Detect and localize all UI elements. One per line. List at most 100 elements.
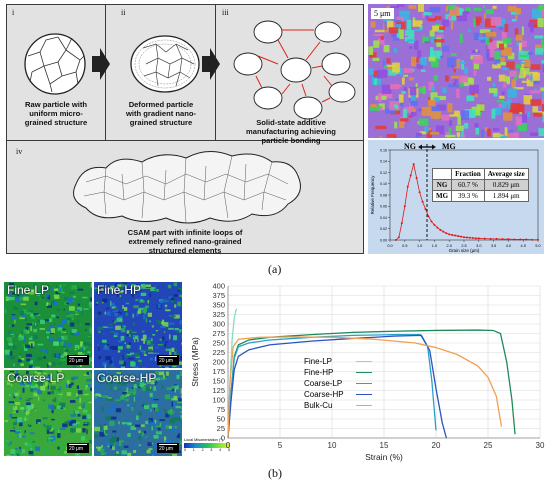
texture-speck <box>137 285 143 287</box>
texture-speck <box>56 316 59 319</box>
panel-a-label: (a) <box>268 262 282 276</box>
texture-speck <box>55 289 60 295</box>
grain <box>489 48 495 58</box>
texture-speck <box>132 313 135 318</box>
texture-speck <box>22 344 25 346</box>
texture-speck <box>50 328 55 334</box>
texture-speck <box>169 314 171 317</box>
texture-speck <box>42 372 48 375</box>
texture-speck <box>26 380 32 385</box>
grain <box>424 41 431 44</box>
grain <box>382 60 385 67</box>
grain-size-plot: 0.0 0.5 1.0 1.5 2.0 2.5 3.0 3.5 4.0 4.5 5.0 0.00 0.0… <box>370 144 541 253</box>
texture-speck <box>143 430 147 434</box>
texture-speck <box>153 352 159 355</box>
texture-speck <box>57 324 63 328</box>
texture-speck <box>62 284 66 286</box>
texture-speck <box>170 315 176 318</box>
texture-speck <box>64 421 69 424</box>
texture-speck <box>120 328 126 333</box>
texture-speck <box>81 405 85 409</box>
texture-speck <box>12 363 15 366</box>
texture-speck <box>12 424 16 427</box>
texture-speck <box>5 440 10 445</box>
texture-speck <box>146 348 153 352</box>
texture-speck <box>82 296 88 299</box>
texture-speck <box>104 429 106 434</box>
texture-speck <box>23 336 26 342</box>
texture-speck <box>179 294 182 298</box>
texture-speck <box>154 419 157 424</box>
texture-speck <box>25 326 29 330</box>
texture-speck <box>178 398 182 402</box>
grain <box>529 90 541 94</box>
texture-speck <box>139 362 142 366</box>
grain <box>410 100 418 106</box>
texture-speck <box>73 410 75 414</box>
texture-speck <box>51 380 56 385</box>
grain <box>469 84 480 94</box>
texture-speck <box>57 370 62 373</box>
grain <box>449 120 453 126</box>
grain <box>427 18 437 22</box>
texture-speck <box>160 377 165 381</box>
texture-speck <box>87 335 92 338</box>
x-tick-label: 3.5 <box>491 244 496 248</box>
texture-speck <box>125 302 130 305</box>
grain <box>460 60 465 70</box>
grain <box>429 30 435 37</box>
grain <box>532 72 540 81</box>
texture-speck <box>147 442 152 446</box>
texture-speck <box>157 427 161 431</box>
grain <box>386 58 391 64</box>
misorientation-texture <box>4 370 92 456</box>
texture-speck <box>18 355 21 358</box>
texture-speck <box>126 332 129 337</box>
texture-speck <box>32 440 36 443</box>
y-tick-label: 275 <box>212 329 225 338</box>
grain <box>440 55 444 59</box>
texture-speck <box>147 409 149 413</box>
grain <box>540 87 544 92</box>
grain <box>542 65 544 72</box>
texture-speck <box>77 307 82 312</box>
texture-speck <box>138 436 142 441</box>
grain <box>498 74 506 82</box>
grain <box>373 40 380 48</box>
grain <box>386 134 396 138</box>
texture-speck <box>69 291 75 294</box>
texture-speck <box>110 374 116 377</box>
texture-speck <box>74 344 80 349</box>
ebsd-tile-fine-hp: Fine-HP 20 μm <box>94 282 182 368</box>
deformed-particle-icon <box>130 35 200 93</box>
misorientation-texture <box>4 282 92 368</box>
data-point <box>448 233 451 236</box>
step-ii-numeral: ii <box>121 8 126 17</box>
texture-speck <box>77 390 83 395</box>
grain <box>476 104 485 111</box>
legend-label: Fine-HP <box>304 368 334 377</box>
texture-speck <box>102 377 106 382</box>
texture-speck <box>44 424 46 428</box>
arrow-right-icon <box>92 48 110 80</box>
grain <box>409 46 413 49</box>
texture-speck <box>146 340 152 345</box>
texture-speck <box>115 286 121 288</box>
grain <box>445 75 449 82</box>
grain <box>501 101 507 109</box>
texture-speck <box>29 382 36 388</box>
grain <box>426 128 432 138</box>
texture-speck <box>120 370 124 373</box>
texture-speck <box>86 414 91 419</box>
particle-cluster-icon <box>233 20 356 120</box>
texture-speck <box>88 401 92 404</box>
texture-speck <box>42 424 45 426</box>
texture-speck <box>155 381 158 384</box>
texture-speck <box>110 330 116 334</box>
grain <box>388 27 399 34</box>
texture-speck <box>151 324 154 328</box>
grain <box>377 69 387 78</box>
texture-speck <box>148 435 150 437</box>
texture-speck <box>118 441 122 447</box>
legend-swatch <box>356 382 372 385</box>
